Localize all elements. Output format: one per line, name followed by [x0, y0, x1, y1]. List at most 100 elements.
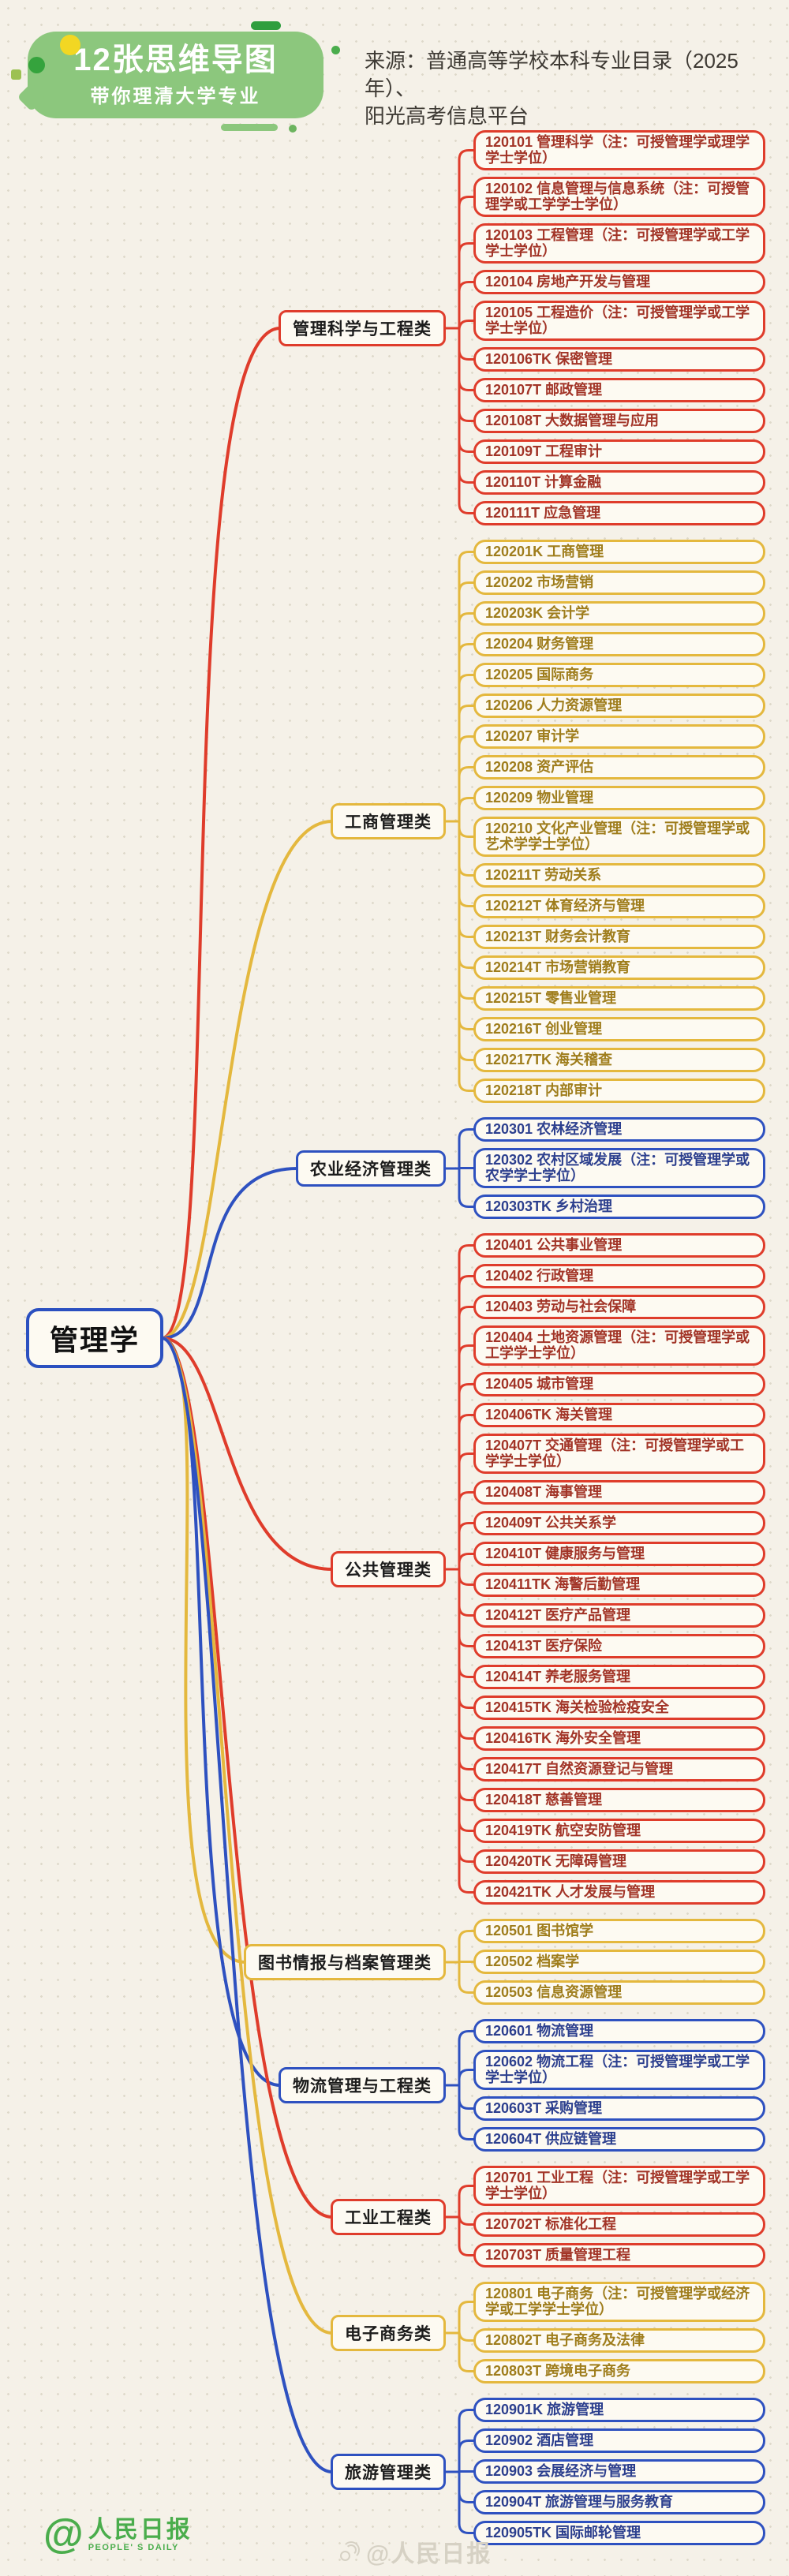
decoration-green-square	[11, 69, 21, 80]
major-item: 120418T 慈善管理	[473, 1788, 765, 1812]
major-item: 120410T 健康服务与管理	[473, 1542, 765, 1566]
major-item: 120411TK 海警后勤管理	[473, 1572, 765, 1597]
major-item: 120210 文化产业管理（注：可授管理学或艺术学学士学位）	[473, 817, 765, 857]
major-item: 120214T 市场营销教育	[473, 955, 765, 980]
branch-label-9: 旅游管理类	[331, 2454, 446, 2490]
major-item: 120110T 计算金融	[473, 470, 765, 495]
branch-items-2: 120201K 工商管理 120202 市场营销 120203K 会计学 120204…	[473, 540, 765, 1103]
major-item: 120301 农林经济管理	[473, 1117, 765, 1142]
major-item: 120803T 跨境电子商务	[473, 2359, 765, 2383]
major-item: 120211T 劳动关系	[473, 863, 765, 888]
major-item: 120202 市场营销	[473, 570, 765, 595]
major-item: 120106TK 保密管理	[473, 347, 765, 372]
badge-title: 12张思维导图	[73, 42, 278, 77]
major-item: 120416TK 海外安全管理	[473, 1726, 765, 1751]
source-line-1: 来源：普通高等学校本科专业目录（2025年）、	[365, 49, 739, 101]
branch-label-4: 公共管理类	[331, 1551, 446, 1587]
major-item: 120103 工程管理（注：可授管理学或工学学士学位）	[473, 223, 765, 264]
major-item: 120212T 体育经济与管理	[473, 894, 765, 918]
major-item: 120111T 应急管理	[473, 501, 765, 525]
branch-label-7: 工业工程类	[331, 2199, 446, 2235]
decoration-green-dash	[221, 124, 278, 131]
source-line-2: 阳光高考信息平台	[365, 104, 529, 129]
root-node: 管理学	[26, 1308, 164, 1368]
major-item: 120101 管理科学（注：可授管理学或理学学士学位）	[473, 130, 765, 170]
weibo-watermark: @人民日报	[339, 2534, 492, 2569]
major-item: 120401 公共事业管理	[473, 1233, 765, 1258]
decoration-green-dot	[28, 57, 45, 73]
logo-at-icon: @	[43, 2511, 84, 2557]
branch-label-2: 工商管理类	[331, 803, 446, 839]
watermark-text: @人民日报	[366, 2541, 492, 2567]
major-item: 120801 电子商务（注：可授管理学或经济学或工学学士学位）	[473, 2282, 765, 2322]
major-item: 120406TK 海关管理	[473, 1403, 765, 1427]
major-item: 120102 信息管理与信息系统（注：可授管理学或工学学士学位）	[473, 177, 765, 217]
major-item: 120109T 工程审计	[473, 439, 765, 464]
major-item: 120415TK 海关检验检疫安全	[473, 1696, 765, 1720]
major-item: 120209 物业管理	[473, 786, 765, 810]
major-item: 120602 物流工程（注：可授管理学或工学学士学位）	[473, 2050, 765, 2090]
branch-label-1: 管理科学与工程类	[279, 310, 446, 346]
branch-items-3: 120301 农林经济管理 120302 农村区域发展（注：可授管理学或农学学士学…	[473, 1117, 765, 1219]
major-item: 120408T 海事管理	[473, 1480, 765, 1505]
branch-items-7: 120701 工业工程（注：可授管理学或工学学士学位） 120702T 标准化工程…	[473, 2166, 765, 2268]
major-item: 120201K 工商管理	[473, 540, 765, 564]
branch-label-6: 物流管理与工程类	[279, 2067, 446, 2103]
badge-subtitle: 带你理清大学专业	[90, 85, 261, 107]
majors-column: 120101 管理科学（注：可授管理学或理学学士学位） 120102 信息管理与信…	[473, 130, 765, 2545]
branch-items-6: 120601 物流管理 120602 物流工程（注：可授管理学或工学学士学位） 12…	[473, 2019, 765, 2152]
branch-items-1: 120101 管理科学（注：可授管理学或理学学士学位） 120102 信息管理与信…	[473, 130, 765, 525]
decoration-small-dot	[331, 46, 340, 54]
major-item: 120207 审计学	[473, 724, 765, 749]
major-item: 120303TK 乡村治理	[473, 1195, 765, 1219]
major-item: 120417T 自然资源登记与管理	[473, 1757, 765, 1782]
branch-label-3: 农业经济管理类	[296, 1150, 446, 1187]
decoration-yellow-dot	[60, 35, 80, 55]
major-item: 120701 工业工程（注：可授管理学或工学学士学位）	[473, 2166, 765, 2206]
major-item: 120905TK 国际邮轮管理	[473, 2521, 765, 2545]
major-item: 120409T 公共关系学	[473, 1511, 765, 1535]
decoration-dash-dot	[289, 125, 297, 133]
major-item: 120407T 交通管理（注：可授管理学或工学学士学位）	[473, 1434, 765, 1474]
major-item: 120205 国际商务	[473, 663, 765, 687]
major-item: 120414T 养老服务管理	[473, 1665, 765, 1689]
branch-items-8: 120801 电子商务（注：可授管理学或经济学或工学学士学位） 120802T 电…	[473, 2282, 765, 2383]
major-item: 120903 会展经济与管理	[473, 2459, 765, 2484]
major-item: 120503 信息资源管理	[473, 1980, 765, 2005]
major-item: 120601 物流管理	[473, 2019, 765, 2043]
major-item: 120413T 医疗保险	[473, 1634, 765, 1658]
weibo-icon	[339, 2541, 360, 2562]
major-item: 120703T 质量管理工程	[473, 2243, 765, 2268]
major-item: 120420TK 无障碍管理	[473, 1849, 765, 1874]
branch-label-5: 图书情报与档案管理类	[244, 1944, 446, 1980]
branch-items-5: 120501 图书馆学 120502 档案学 120503 信息资源管理	[473, 1919, 765, 2005]
major-item: 120203K 会计学	[473, 601, 765, 626]
major-item: 120208 资产评估	[473, 755, 765, 780]
major-item: 120206 人力资源管理	[473, 694, 765, 718]
major-item: 120604T 供应链管理	[473, 2127, 765, 2152]
major-item: 120108T 大数据管理与应用	[473, 409, 765, 433]
major-item: 120107T 邮政管理	[473, 378, 765, 402]
branch-items-4: 120401 公共事业管理 120402 行政管理 120403 劳动与社会保障 12…	[473, 1233, 765, 1905]
major-item: 120404 土地资源管理（注：可授管理学或工学学士学位）	[473, 1325, 765, 1366]
major-item: 120215T 零售业管理	[473, 986, 765, 1011]
major-item: 120421TK 人才发展与管理	[473, 1880, 765, 1905]
major-item: 120603T 采购管理	[473, 2096, 765, 2121]
decoration-green-pill	[251, 21, 281, 30]
branch-label-8: 电子商务类	[331, 2315, 446, 2351]
logo-name: 人民日报	[88, 2516, 193, 2543]
major-item: 120213T 财务会计教育	[473, 925, 765, 949]
major-item: 120802T 电子商务及法律	[473, 2328, 765, 2353]
major-item: 120204 财务管理	[473, 632, 765, 656]
major-item: 120901K 旅游管理	[473, 2398, 765, 2422]
major-item: 120402 行政管理	[473, 1264, 765, 1288]
peoples-daily-logo: @ 人民日报 PEOPLE' S DAILY	[43, 2514, 193, 2555]
major-item: 120902 酒店管理	[473, 2428, 765, 2453]
source-note: 来源：普通高等学校本科专业目录（2025年）、 阳光高考信息平台	[365, 47, 783, 130]
major-item: 120502 档案学	[473, 1950, 765, 1974]
major-item: 120419TK 航空安防管理	[473, 1819, 765, 1843]
major-item: 120218T 内部审计	[473, 1079, 765, 1103]
branch-items-9: 120901K 旅游管理 120902 酒店管理 120903 会展经济与管理 120…	[473, 2398, 765, 2545]
major-item: 120105 工程造价（注：可授管理学或工学学士学位）	[473, 301, 765, 341]
